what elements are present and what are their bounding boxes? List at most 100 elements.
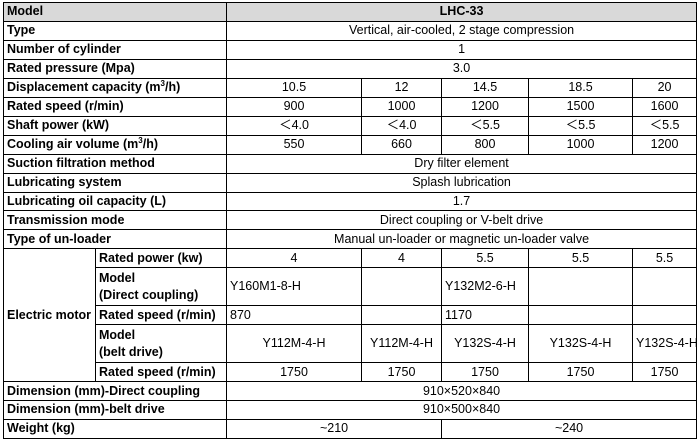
- cylinders-value: 1: [226, 39, 698, 60]
- dimension-direct-label: Dimension (mm)-Direct coupling: [2, 381, 228, 402]
- row-transmission: Transmission mode Direct coupling or V-b…: [2, 210, 698, 231]
- type-value: Vertical, air-cooled, 2 stage compressio…: [226, 20, 698, 41]
- model-label: Model: [2, 2, 228, 22]
- displacement-value: 20: [632, 77, 698, 98]
- model-direct-value: [361, 267, 443, 307]
- displacement-value: 12: [361, 77, 443, 98]
- row-unloader: Type of un-loader Manual un-loader or ma…: [2, 229, 698, 250]
- model-direct-value: Y160M1-8-H: [226, 267, 363, 307]
- row-model-belt: Model (belt drive) Y112M-4-H Y112M-4-H Y1…: [4, 324, 698, 364]
- model-belt-value: Y132S-4-H: [528, 324, 634, 364]
- transmission-value: Direct coupling or V-belt drive: [226, 210, 698, 231]
- cooling-air-value: 660: [361, 134, 443, 155]
- speed-direct-value: 1170: [441, 305, 530, 326]
- model-direct-value: [528, 267, 634, 307]
- row-cooling-air: Cooling air volume (m3/h) 550 660 800 10…: [2, 134, 698, 155]
- cooling-air-value: 550: [226, 134, 363, 155]
- speed-value: 1200: [441, 96, 530, 117]
- row-weight: Weight (kg) ~210 ~240: [2, 418, 698, 440]
- speed-belt-label: Rated speed (r/min): [94, 362, 228, 383]
- suction-value: Dry filter element: [226, 153, 698, 174]
- shaft-power-label: Shaft power (kW): [2, 115, 228, 136]
- row-motor-power: Electric motor Rated power (kw) 4 4 5.5 …: [3, 248, 698, 383]
- speed-belt-value: 1750: [361, 362, 443, 383]
- row-speed: Rated speed (r/min) 900 1000 1200 1500 1…: [2, 96, 698, 117]
- unloader-value: Manual un-loader or magnetic un-loader v…: [226, 229, 698, 250]
- row-pressure: Rated pressure (Mpa) 3.0: [2, 58, 698, 79]
- cooling-air-value: 800: [441, 134, 530, 155]
- speed-direct-value: [632, 305, 698, 326]
- model-belt-value: Y132S-4-H: [632, 324, 698, 364]
- speed-belt-value: 1750: [226, 362, 363, 383]
- displacement-value: 10.5: [226, 77, 363, 98]
- speed-direct-value: [361, 305, 443, 326]
- unloader-label: Type of un-loader: [2, 229, 228, 250]
- row-type: Type Vertical, air-cooled, 2 stage compr…: [2, 20, 698, 41]
- weight-value: ~210: [226, 418, 443, 440]
- row-speed-direct: Rated speed (r/min) 870 1170: [4, 305, 698, 326]
- speed-direct-value: 870: [226, 305, 363, 326]
- cooling-air-value: 1200: [632, 134, 698, 155]
- oil-capacity-value: 1.7: [226, 191, 698, 212]
- speed-belt-value: 1750: [632, 362, 698, 383]
- oil-capacity-label: Lubricating oil capacity (L): [2, 191, 228, 212]
- electric-motor-label: Electric motor: [3, 248, 96, 383]
- weight-label: Weight (kg): [2, 418, 228, 440]
- motor-power-value: 5.5: [632, 248, 698, 269]
- row-model: Model LHC-33: [2, 2, 698, 22]
- cooling-air-value: 1000: [528, 134, 634, 155]
- model-direct-value: [632, 267, 698, 307]
- model-belt-value: Y132S-4-H: [441, 324, 530, 364]
- model-direct-label: Model (Direct coupling): [94, 267, 228, 307]
- speed-direct-value: [528, 305, 634, 326]
- row-dimension-belt: Dimension (mm)-belt drive 910×500×840: [2, 400, 698, 420]
- motor-power-value: 5.5: [441, 248, 530, 269]
- motor-power-value: 4: [361, 248, 443, 269]
- dimension-belt-value: 910×500×840: [226, 400, 698, 420]
- motor-power-value: 4: [226, 248, 363, 269]
- shaft-power-value: ＜5.5: [632, 115, 698, 136]
- model-belt-label: Model (belt drive): [94, 324, 228, 364]
- speed-value: 1600: [632, 96, 698, 117]
- shaft-power-value: ＜5.5: [441, 115, 530, 136]
- speed-value: 1000: [361, 96, 443, 117]
- motor-power-label: Rated power (kw): [94, 248, 228, 269]
- speed-value: 900: [226, 96, 363, 117]
- shaft-power-value: ＜4.0: [226, 115, 363, 136]
- speed-belt-value: 1750: [441, 362, 530, 383]
- model-belt-value: Y112M-4-H: [226, 324, 363, 364]
- displacement-value: 18.5: [528, 77, 634, 98]
- row-speed-belt: Rated speed (r/min) 1750 1750 1750 1750 …: [4, 362, 698, 383]
- speed-belt-value: 1750: [528, 362, 634, 383]
- row-suction: Suction filtration method Dry filter ele…: [2, 153, 698, 174]
- speed-label: Rated speed (r/min): [2, 96, 228, 117]
- model-direct-value: Y132M2-6-H: [441, 267, 530, 307]
- cooling-air-label: Cooling air volume (m3/h): [2, 134, 228, 155]
- shaft-power-value: ＜5.5: [528, 115, 634, 136]
- row-oil-capacity: Lubricating oil capacity (L) 1.7: [2, 191, 698, 212]
- displacement-label: Displacement capacity (m3/h): [2, 77, 228, 98]
- dimension-belt-label: Dimension (mm)-belt drive: [2, 400, 228, 420]
- motor-power-value: 5.5: [528, 248, 634, 269]
- type-label: Type: [2, 20, 228, 41]
- suction-label: Suction filtration method: [2, 153, 228, 174]
- shaft-power-value: ＜4.0: [361, 115, 443, 136]
- lubrication-value: Splash lubrication: [226, 172, 698, 193]
- model-belt-value: Y112M-4-H: [361, 324, 443, 364]
- pressure-label: Rated pressure (Mpa): [2, 58, 228, 79]
- row-model-direct: Model (Direct coupling) Y160M1-8-H Y132M2…: [4, 267, 698, 307]
- lubrication-label: Lubricating system: [2, 172, 228, 193]
- row-displacement: Displacement capacity (m3/h) 10.5 12 14.…: [2, 77, 698, 98]
- dimension-direct-value: 910×520×840: [226, 381, 698, 402]
- row-dimension-direct: Dimension (mm)-Direct coupling 910×520×8…: [2, 381, 698, 402]
- speed-direct-label: Rated speed (r/min): [94, 305, 228, 326]
- model-value: LHC-33: [226, 2, 698, 22]
- row-lubrication: Lubricating system Splash lubrication: [2, 172, 698, 193]
- transmission-label: Transmission mode: [2, 210, 228, 231]
- row-shaft-power: Shaft power (kW) ＜4.0 ＜4.0 ＜5.5 ＜5.5 ＜5.…: [2, 115, 698, 136]
- speed-value: 1500: [528, 96, 634, 117]
- weight-value: ~240: [441, 418, 698, 440]
- row-cylinders: Number of cylinder 1: [2, 39, 698, 60]
- cylinders-label: Number of cylinder: [2, 39, 228, 60]
